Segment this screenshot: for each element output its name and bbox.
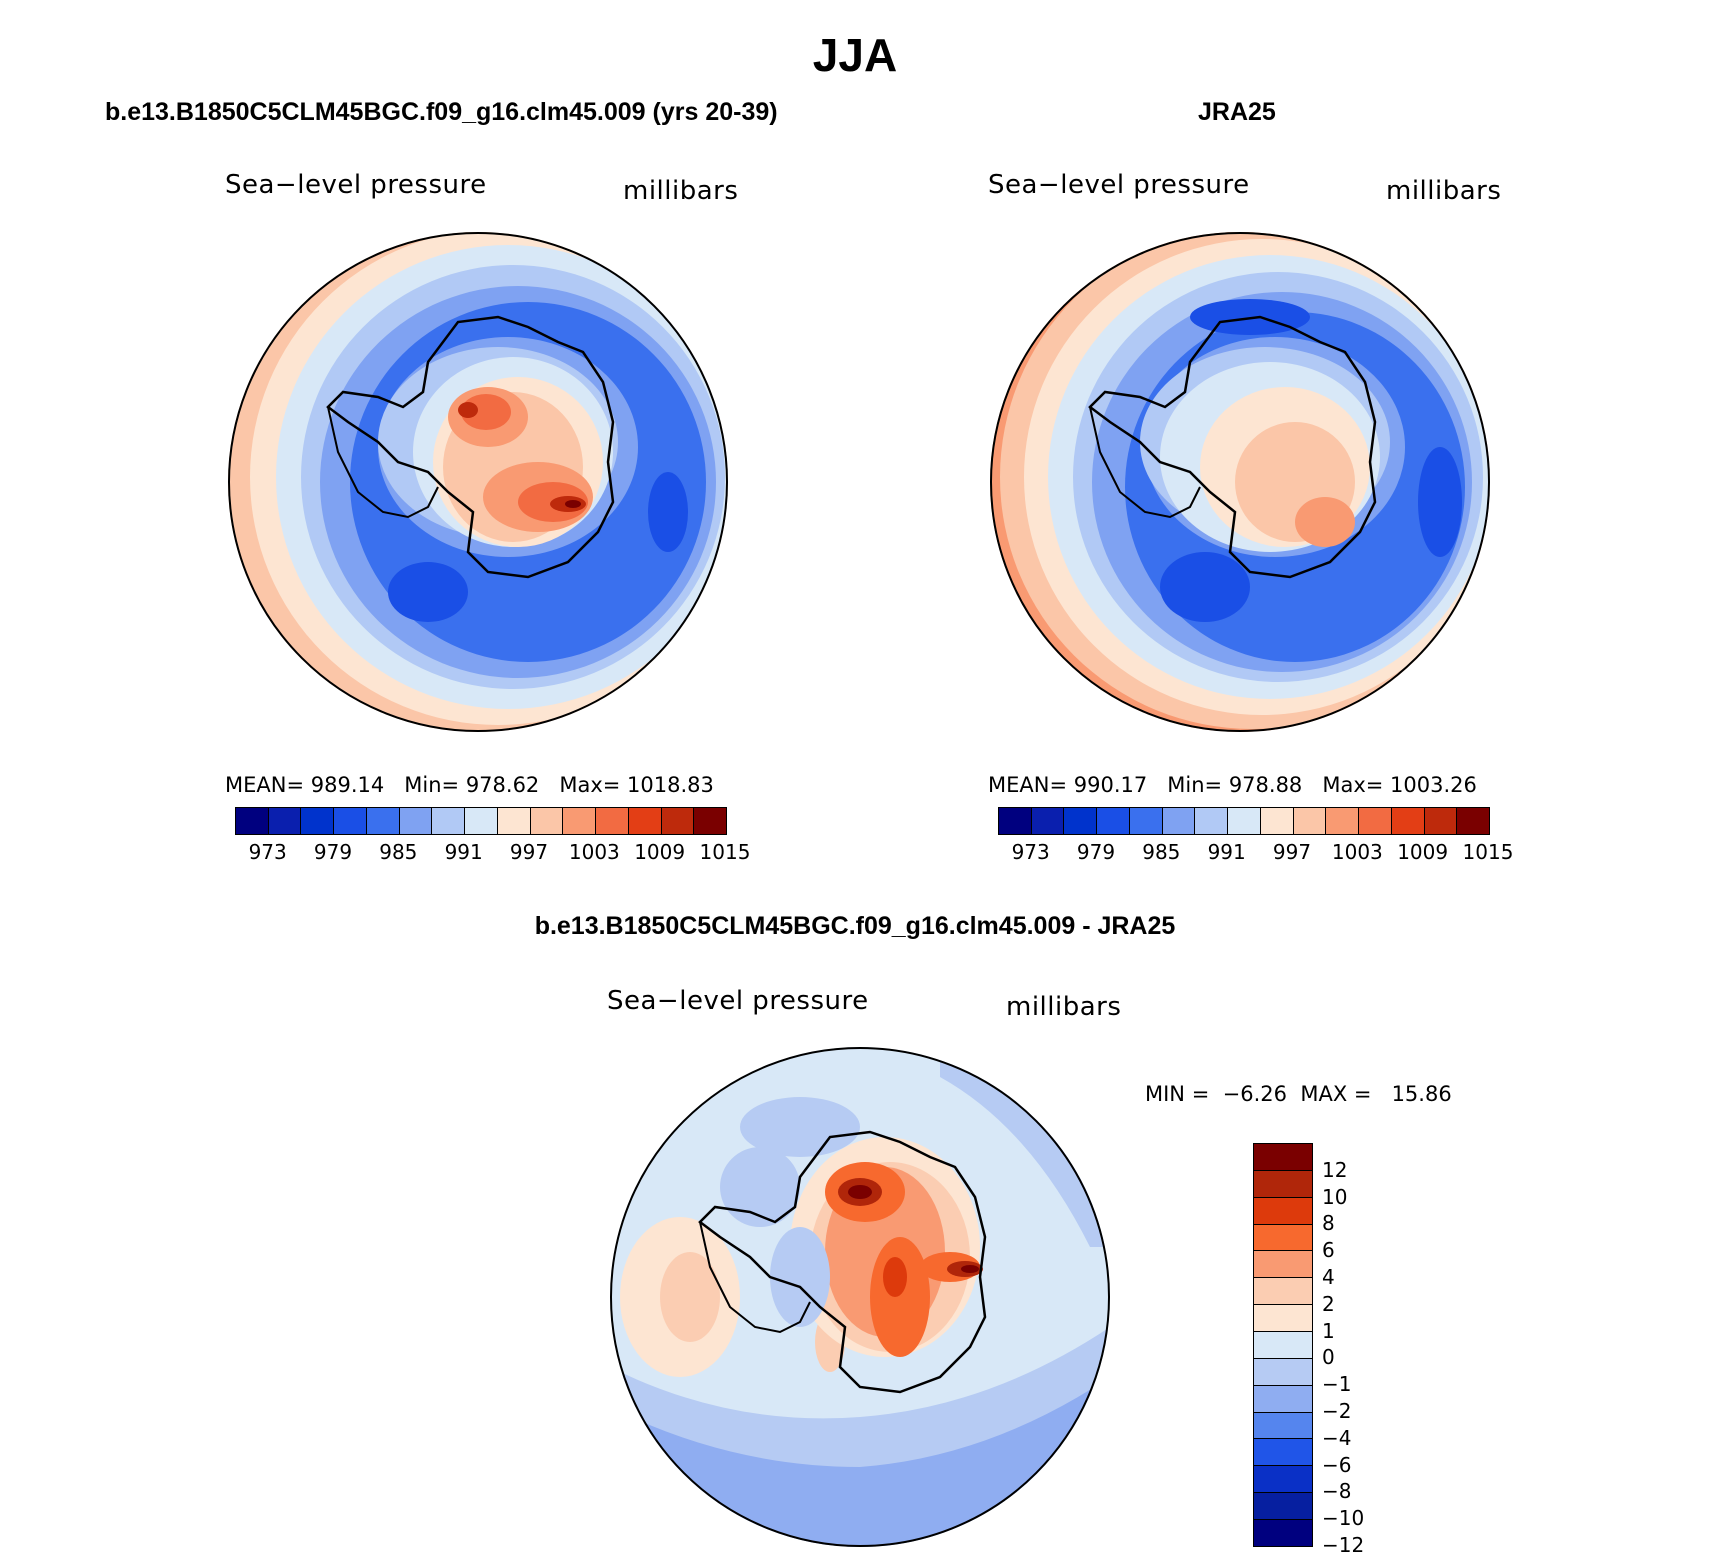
colorbar-swatch [1031, 808, 1065, 834]
colorbar-swatch [334, 808, 367, 834]
colorbar-tick-label: −4 [1322, 1425, 1352, 1450]
colorbar-swatch [1254, 1412, 1312, 1440]
colorbar-tick-label: −8 [1322, 1479, 1352, 1504]
colorbar-swatch [1254, 1385, 1312, 1413]
colorbar-tick-label: 997 [509, 840, 549, 864]
colorbar-tick-label: 997 [1272, 840, 1312, 864]
panel-diff-colorbar [1253, 1143, 1313, 1547]
colorbar-tick-label: 985 [379, 840, 418, 864]
colorbar-tick-label: 10 [1322, 1184, 1348, 1209]
colorbar-swatch [497, 808, 531, 834]
colorbar-swatch [432, 808, 466, 834]
colorbar-tick-label: 973 [248, 840, 287, 864]
panel-model-title: b.e13.B1850C5CLM45BGC.f09_g16.clm45.009 … [105, 98, 778, 126]
colorbar-swatch [1129, 808, 1163, 834]
panel-diff-stats: MIN = −6.26 MAX = 15.86 [1145, 1082, 1452, 1106]
panel-model-polar-map [228, 232, 728, 732]
colorbar-tick-label: −12 [1322, 1533, 1365, 1557]
colorbar-tick-label: 979 [1076, 840, 1116, 864]
colorbar-tick-label: 1003 [1331, 840, 1383, 864]
colorbar-swatch [999, 808, 1032, 834]
panel-diff-units: millibars [1006, 992, 1122, 1022]
colorbar-swatch [1228, 808, 1261, 834]
colorbar-tick-label: 991 [1207, 840, 1246, 864]
colorbar-tick-label: −6 [1322, 1452, 1352, 1477]
colorbar-tick-label: 0 [1322, 1345, 1335, 1370]
panel-obs-polar-map [990, 232, 1490, 732]
colorbar-swatch [1254, 1278, 1312, 1306]
colorbar-tick-label: 991 [444, 840, 483, 864]
panel-model-stats: MEAN= 989.14 Min= 978.62 Max= 1018.83 [225, 773, 714, 797]
main-title: JJA [812, 29, 898, 81]
colorbar-swatch [1457, 808, 1490, 834]
colorbar-swatch [1260, 808, 1294, 834]
colorbar-swatch [268, 808, 302, 834]
colorbar-tick-label: 1003 [568, 840, 620, 864]
colorbar-swatch [1326, 808, 1360, 834]
colorbar-swatch [1254, 1332, 1312, 1359]
colorbar-tick-label: 973 [1011, 840, 1050, 864]
colorbar-tick-label: 8 [1322, 1211, 1335, 1236]
colorbar-swatch [1097, 808, 1130, 834]
panel-model-left-label: Sea−level pressure [225, 170, 487, 200]
colorbar-swatch [1254, 1170, 1312, 1198]
colorbar-swatch [530, 808, 564, 834]
panel-diff-left-label: Sea−level pressure [607, 986, 869, 1016]
colorbar-swatch [596, 808, 629, 834]
panel-model-units: millibars [623, 176, 739, 206]
colorbar-tick-label: −1 [1322, 1372, 1352, 1397]
colorbar-swatch [1424, 808, 1458, 834]
colorbar-swatch [1359, 808, 1392, 834]
panel-obs-units: millibars [1386, 176, 1502, 206]
panel-obs-stats: MEAN= 990.17 Min= 978.88 Max= 1003.26 [988, 773, 1477, 797]
colorbar-tick-label: 1009 [1397, 840, 1449, 864]
colorbar-swatch [465, 808, 498, 834]
colorbar-swatch [399, 808, 433, 834]
colorbar-tick-label: 4 [1322, 1265, 1335, 1289]
colorbar-swatch [1254, 1144, 1312, 1171]
colorbar-tick-label: 1 [1322, 1318, 1335, 1343]
colorbar-tick-label: 1015 [699, 840, 751, 864]
colorbar-swatch [1195, 808, 1229, 834]
colorbar-tick-label: 979 [313, 840, 353, 864]
colorbar-swatch [661, 808, 695, 834]
colorbar-swatch [1254, 1224, 1312, 1252]
colorbar-swatch [628, 808, 662, 834]
colorbar-tick-label: −10 [1322, 1506, 1365, 1531]
colorbar-tick-label: 1015 [1462, 840, 1514, 864]
panel-obs-title: JRA25 [1198, 98, 1276, 126]
colorbar-tick-label: −2 [1322, 1399, 1352, 1423]
colorbar-tick-label: 6 [1322, 1238, 1335, 1263]
colorbar-swatch [1293, 808, 1327, 834]
colorbar-swatch [1254, 1251, 1312, 1279]
panel-diff-polar-map [610, 1047, 1110, 1547]
colorbar-swatch [1064, 808, 1098, 834]
colorbar-swatch [694, 808, 727, 834]
panel-diff-title: b.e13.B1850C5CLM45BGC.f09_g16.clm45.009 … [534, 912, 1176, 940]
colorbar-swatch [1254, 1305, 1312, 1333]
colorbar-swatch [1162, 808, 1196, 834]
colorbar-swatch [1254, 1439, 1312, 1467]
colorbar-swatch [1391, 808, 1425, 834]
colorbar-tick-label: 985 [1142, 840, 1181, 864]
colorbar-tick-label: 2 [1322, 1291, 1335, 1316]
colorbar-tick-label: 12 [1322, 1157, 1348, 1182]
colorbar-swatch [1254, 1493, 1312, 1521]
colorbar-swatch [1254, 1466, 1312, 1494]
colorbar-swatch [1254, 1358, 1312, 1386]
colorbar-tick-label: 1009 [634, 840, 686, 864]
panel-obs-colorbar [998, 807, 1490, 835]
colorbar-swatch [301, 808, 335, 834]
colorbar-swatch [1254, 1520, 1312, 1546]
panel-obs-left-label: Sea−level pressure [988, 170, 1250, 200]
colorbar-swatch [366, 808, 400, 834]
colorbar-swatch [1254, 1197, 1312, 1225]
colorbar-swatch [236, 808, 269, 834]
colorbar-swatch [563, 808, 597, 834]
panel-model-colorbar [235, 807, 727, 835]
